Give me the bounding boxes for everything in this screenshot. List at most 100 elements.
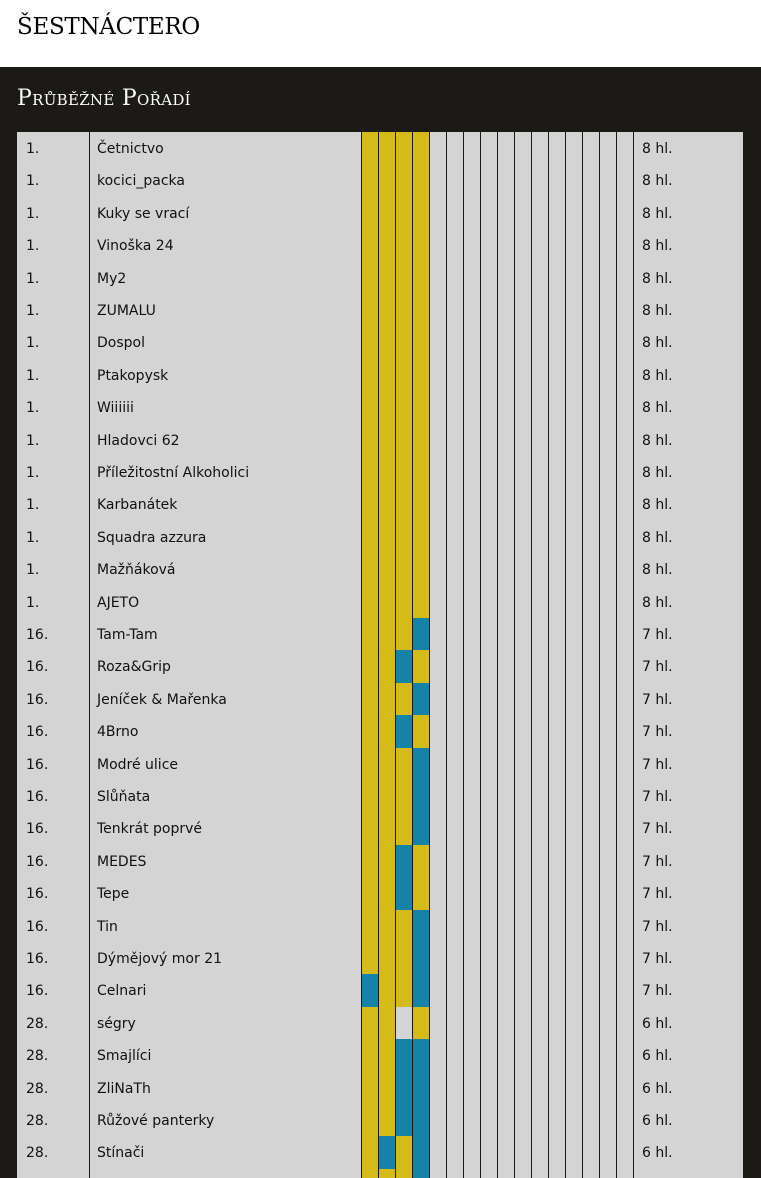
team-rank: 1. [26,303,40,319]
team-name: Slůňata [97,789,151,805]
round-result-cell [378,391,395,424]
round-result-cell [395,358,412,392]
team-points: 8 hl. [642,432,673,449]
team-name: Vinoška 24 [97,238,174,255]
round-result-cell [361,553,378,586]
round-result-cell [395,391,412,424]
team-points: 6 hl. [642,1015,673,1032]
team-points: 6 hl. [642,1048,673,1065]
round-result-cell [378,553,395,586]
round-result-cell [361,650,378,683]
round-result-cell [395,877,412,910]
round-result-cell [412,456,429,489]
round-result-cell [395,456,412,489]
table-row: 1. Wiiiiii 8 hl. [17,391,743,424]
round-result-cell [395,844,412,878]
round-result-cell [395,488,412,521]
team-name: MEDES [97,853,147,870]
table-row: 16. Slůňata 7 hl. [17,780,743,813]
round-result-cell [378,1104,395,1137]
column-divider [480,132,481,1178]
round-result-cell [361,391,378,424]
table-row: 16. Celnari 7 hl. [17,974,743,1007]
team-rank: 1. [26,173,40,190]
round-result-cell [378,974,395,1007]
round-result-cell [361,974,378,1007]
team-points: 7 hl. [642,951,673,967]
round-result-cell [361,682,378,716]
column-divider [378,132,379,1178]
round-result-cell [378,132,395,165]
round-result-cell [361,294,378,327]
round-result-cell [412,1136,429,1169]
team-name: Mažňáková [97,562,176,579]
round-result-cell [395,1071,412,1104]
table-row: 28. Smajlíci 6 hl. [17,1039,743,1072]
round-result-cell [361,909,378,942]
column-divider [463,132,464,1178]
round-result-cell [412,520,429,554]
team-points: 6 hl. [642,1080,673,1097]
round-result-cell [412,844,429,878]
round-result-cell [361,844,378,878]
round-result-cell [395,294,412,327]
round-result-cell [395,780,412,813]
team-points: 7 hl. [642,756,673,773]
team-points: 8 hl. [642,303,673,319]
team-rank: 1. [26,497,40,514]
team-points: 7 hl. [642,983,673,1000]
round-result-cell [361,942,378,975]
team-name: AJETO [97,594,140,611]
round-result-cell [378,294,395,327]
table-row: 28. Stínači 6 hl. [17,1136,743,1169]
round-result-cell [412,747,429,780]
round-result-cell [395,520,412,554]
table-row: 1. Vinoška 24 8 hl. [17,229,743,262]
team-rank: 1. [26,529,40,546]
round-result-cell [412,164,429,197]
round-result-cell [378,229,395,262]
round-result-cell [412,1168,429,1178]
round-result-cell [378,326,395,359]
team-name: Dýmějový mor 21 [97,951,223,967]
standings-table: 1. Četnictvo 8 hl. 1. kocici_packa 8 hl. 1. Kuk… [17,132,743,1178]
team-rank: 16. [26,627,49,643]
team-points: 8 hl. [642,562,673,579]
table-row: 1. My2 8 hl. [17,261,743,294]
table-row: 28. Růžové panterky 6 hl. [17,1104,743,1137]
round-result-cell [378,358,395,392]
round-result-cell [361,877,378,910]
round-result-cell [361,780,378,813]
round-result-cell [361,1136,378,1169]
round-result-cell [378,877,395,910]
round-result-cell [412,294,429,327]
team-name: Kuky se vrací [97,205,190,222]
team-name: Tepe [97,886,130,903]
round-result-cell [412,974,429,1007]
table-row [17,1168,743,1178]
column-divider [89,132,90,1178]
table-row: 16. MEDES 7 hl. [17,844,743,878]
team-rank: 16. [26,724,49,741]
table-row: 1. AJETO 8 hl. [17,585,743,618]
team-rank: 1. [26,335,40,352]
team-rank: 1. [26,367,40,384]
team-points: 7 hl. [642,789,673,805]
table-row: 16. Tin 7 hl. [17,909,743,942]
round-result-cell [412,650,429,683]
team-points: 7 hl. [642,627,673,643]
table-row: 16. Tepe 7 hl. [17,877,743,910]
table-row: 16. Dýmějový mor 21 7 hl. [17,942,743,975]
round-result-cell [395,1168,412,1178]
table-row: 1. kocici_packa 8 hl. [17,164,743,197]
team-name: Karbanátek [97,497,178,514]
round-result-cell [412,229,429,262]
team-points: 8 hl. [642,367,673,384]
column-divider [565,132,566,1178]
round-result-cell [412,196,429,230]
table-row: 16. Tenkrát poprvé 7 hl. [17,812,743,845]
team-points: 6 hl. [642,1113,673,1129]
round-result-cell [361,1071,378,1104]
round-result-cell [378,812,395,845]
team-rank: 28. [26,1015,49,1032]
